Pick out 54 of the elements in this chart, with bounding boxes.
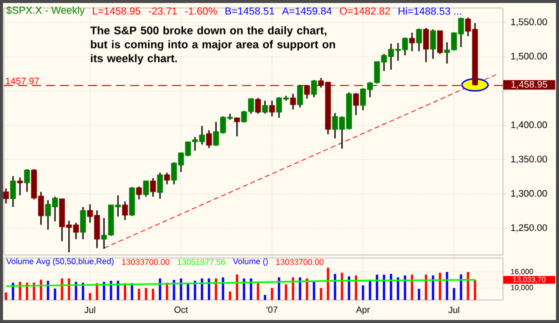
y-tick-label: 1,300.00	[511, 190, 547, 198]
x-tick-label: Apr	[356, 306, 370, 315]
candlestick	[353, 92, 359, 116]
candlestick	[269, 100, 275, 118]
candlestick	[80, 206, 86, 240]
chart-title: Volume Avg (50,50,blue,Red)	[6, 258, 114, 266]
candlestick	[416, 28, 422, 52]
candlestick	[255, 97, 261, 114]
y-tick-label: 1,550.00	[511, 18, 547, 26]
candlestick	[206, 129, 212, 149]
text: 1,458.95	[512, 80, 548, 89]
x-tick-label: Jul	[84, 306, 96, 314]
annotation: O=1482.82	[340, 7, 390, 15]
candlestick	[10, 175, 16, 208]
candlestick	[234, 117, 240, 137]
candlestick	[304, 84, 310, 100]
annotation: L=1458.95	[92, 7, 140, 15]
chart-title: $SPX.X - Weekly	[6, 6, 85, 16]
annotation: 13033700.00	[276, 259, 324, 265]
y-tick-label: 1,350.00	[511, 156, 547, 164]
candlestick	[437, 30, 443, 55]
annotation: The S&P 500 broke down on the daily chart, but is coming into a major area of support on its weekly chart.	[90, 26, 335, 64]
annotation: Hi=1488.53 ...	[398, 7, 462, 15]
candlestick	[297, 84, 303, 108]
x-tick-label: Oct	[174, 306, 188, 313]
candlestick	[311, 79, 317, 98]
candlestick	[150, 178, 156, 198]
line-series	[5, 279, 476, 287]
annotation: -23.71	[148, 7, 177, 15]
x-tick-label: Jul	[448, 306, 460, 314]
candlestick	[122, 200, 128, 221]
candlestick	[430, 28, 436, 60]
ref-line-label: 1457.97	[6, 78, 39, 84]
candlestick	[423, 27, 429, 63]
y-tick-label: 1,250.00	[511, 224, 547, 232]
y-tick-label: 1,500.00	[511, 52, 547, 61]
candlestick	[262, 100, 268, 114]
candlestick	[136, 186, 142, 200]
annotation: -1.60%	[185, 7, 217, 15]
candlestick	[290, 93, 296, 110]
candlestick	[164, 172, 170, 185]
annotation: 13051977.56	[178, 259, 226, 265]
candlestick	[24, 168, 30, 193]
candlestick	[409, 32, 415, 52]
annotation: 13033700.00	[122, 259, 170, 265]
annotation: A=1459.84	[282, 7, 332, 15]
candlestick	[143, 180, 149, 198]
y-tick-label: 1,400.00	[511, 121, 547, 130]
candlestick	[17, 176, 23, 196]
candlestick	[3, 188, 9, 204]
annotation: Volume ()	[232, 258, 268, 266]
x-tick-label: '07	[266, 306, 278, 313]
annotation: B=1458.51	[226, 7, 274, 15]
candlestick	[157, 172, 163, 200]
